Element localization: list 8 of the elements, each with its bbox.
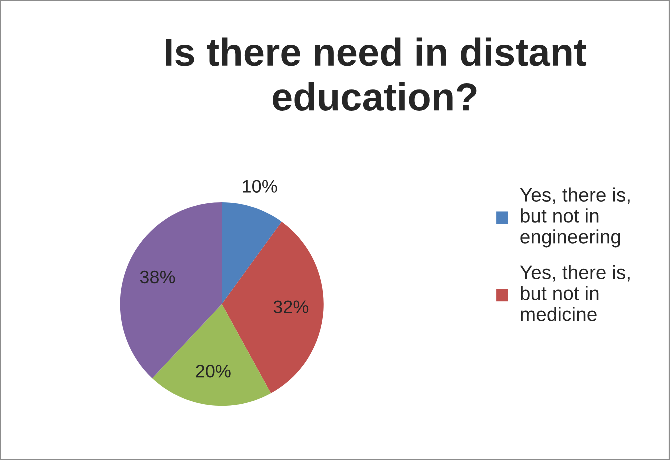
data-label: 38% bbox=[140, 270, 176, 284]
chart-title: Is there need in distant education? bbox=[166, 38, 587, 111]
data-label: 20% bbox=[196, 365, 231, 378]
legend-label: Yes, there is, but not in engineering bbox=[520, 188, 630, 248]
pie-slice bbox=[152, 304, 272, 406]
data-label: 32% bbox=[274, 300, 309, 314]
legend-label: Yes, there is, but not in medicine bbox=[520, 265, 630, 322]
data-label: 10% bbox=[243, 180, 278, 193]
